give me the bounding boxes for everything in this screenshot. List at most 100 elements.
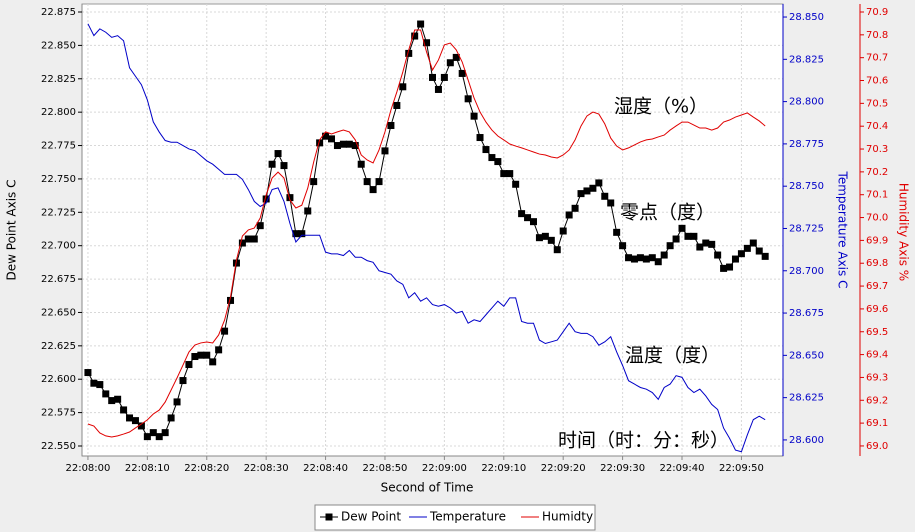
data-point: [149, 429, 157, 437]
y2-axis-label: Temperature Axis C: [836, 171, 850, 289]
data-point: [328, 135, 336, 143]
data-point: [636, 254, 644, 262]
annotation: 时间（时：分：秒）: [558, 430, 729, 452]
y-tick-label: 70.9: [866, 7, 888, 18]
y-tick-label: 22.675: [41, 274, 76, 285]
x-axis-label: Second of Time: [381, 481, 474, 495]
data-point: [90, 379, 98, 387]
y-tick-label: 69.0: [866, 441, 888, 452]
data-point: [369, 186, 377, 194]
data-point: [298, 230, 306, 238]
data-point: [286, 194, 294, 202]
data-point: [250, 235, 258, 243]
data-point: [678, 224, 686, 232]
data-point: [280, 162, 288, 170]
data-point: [571, 204, 579, 212]
data-point: [262, 195, 270, 203]
data-point: [108, 397, 116, 405]
data-point: [690, 232, 698, 240]
axes: 22:08:00 22:08:10 22:08:20 22:08:30 22:08:40…: [41, 4, 888, 474]
data-point: [559, 227, 567, 235]
data-point: [423, 39, 431, 47]
data-point: [589, 184, 597, 192]
y-tick-label: 22.700: [41, 241, 76, 252]
data-point: [541, 232, 549, 240]
annotation: 零点（度）: [620, 202, 715, 224]
y-tick-label: 22.575: [41, 408, 76, 419]
data-point: [731, 255, 739, 263]
y-tick-label: 28.600: [789, 435, 824, 446]
data-point: [547, 236, 555, 244]
data-point: [114, 395, 122, 403]
x-tick-label: 22:09:40: [660, 463, 705, 474]
data-point: [458, 69, 466, 77]
data-point: [529, 218, 537, 226]
data-point: [411, 32, 419, 40]
data-point: [630, 255, 638, 263]
y-tick-label: 69.7: [866, 281, 888, 292]
data-point: [429, 73, 436, 81]
data-point: [381, 147, 389, 155]
data-point: [607, 199, 615, 207]
y-tick-label: 69.6: [866, 304, 888, 315]
data-point: [292, 230, 300, 238]
data-point: [96, 381, 104, 389]
y-tick-label: 69.2: [866, 395, 888, 406]
data-point: [696, 243, 704, 251]
y-tick-label: 70.0: [866, 213, 888, 224]
data-point: [595, 179, 603, 187]
data-point: [238, 239, 246, 247]
data-point: [120, 406, 128, 414]
data-point: [203, 351, 211, 359]
y-tick-label: 69.4: [866, 350, 888, 361]
y-tick-label: 70.7: [866, 53, 888, 64]
data-point: [755, 247, 763, 255]
data-point: [209, 358, 217, 366]
y-tick-label: 70.4: [866, 121, 888, 132]
y-tick-label: 22.750: [41, 174, 76, 185]
y-tick-label: 70.6: [866, 76, 888, 87]
y-tick-label: 28.725: [789, 223, 824, 234]
x-tick-label: 22:08:50: [363, 463, 408, 474]
data-point: [660, 251, 668, 259]
legend-marker: [325, 513, 333, 521]
data-point: [743, 244, 751, 252]
y-tick-label: 69.9: [866, 235, 888, 246]
data-point: [684, 232, 692, 240]
data-point: [672, 235, 680, 243]
data-point: [357, 160, 365, 168]
y-tick-label: 69.1: [866, 418, 888, 429]
y-tick-label: 22.850: [41, 40, 76, 51]
data-point: [137, 422, 145, 430]
series-line: [87, 23, 766, 453]
y-tick-label: 28.625: [789, 393, 824, 404]
data-point: [642, 255, 650, 263]
y-tick-label: 22.650: [41, 307, 76, 318]
data-point: [452, 53, 460, 61]
data-point: [434, 85, 442, 93]
x-tick-label: 22:09:20: [541, 463, 586, 474]
data-point: [197, 351, 205, 359]
data-point: [126, 414, 134, 422]
data-point: [761, 252, 769, 260]
data-point: [227, 296, 235, 304]
data-point: [304, 207, 312, 215]
data-point: [506, 170, 514, 178]
data-point: [654, 258, 662, 266]
data-point: [500, 170, 508, 178]
y-tick-label: 28.700: [789, 266, 824, 277]
data-point: [720, 264, 728, 272]
x-tick-label: 22:09:50: [719, 463, 764, 474]
data-point: [625, 254, 633, 262]
data-point: [494, 158, 502, 166]
x-tick-label: 22:09:30: [600, 463, 645, 474]
data-point: [161, 429, 169, 437]
data-point: [726, 263, 734, 271]
data-point: [393, 101, 401, 109]
y-axis-label: Dew Point Axis C: [5, 180, 19, 281]
data-point: [316, 139, 324, 147]
y-tick-label: 70.3: [866, 144, 888, 155]
y-tick-label: 22.825: [41, 74, 76, 85]
data-point: [417, 20, 425, 28]
data-point: [256, 222, 264, 230]
